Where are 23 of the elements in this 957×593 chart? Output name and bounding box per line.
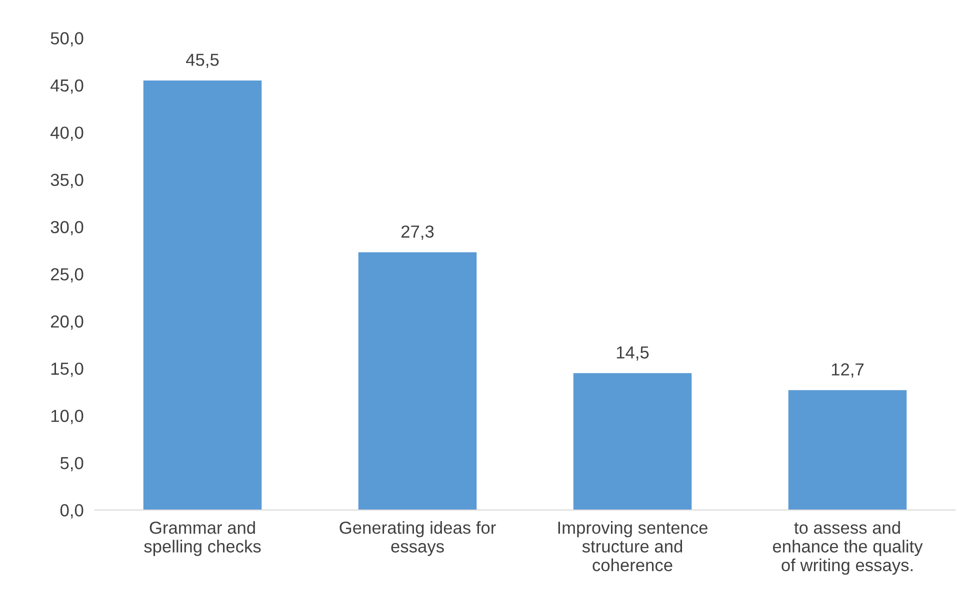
data-label: 12,7 <box>832 363 864 378</box>
bar <box>573 373 692 510</box>
y-tick-label: 0,0 <box>60 504 84 519</box>
x-tick-label: Grammar and spelling checks <box>144 521 261 556</box>
x-tick-label: to assess and enhance the quality of writing essays. <box>772 521 923 575</box>
bar <box>358 252 477 510</box>
y-tick-label: 45,0 <box>50 79 84 94</box>
data-label: 45,5 <box>186 54 219 68</box>
bar <box>788 390 907 510</box>
x-tick-label: Improving sentence structure and coherence <box>558 521 708 572</box>
data-label: 14,5 <box>616 346 649 361</box>
y-tick-label: 20,0 <box>50 315 84 330</box>
x-tick-label: Generating ideas for essays <box>340 521 496 556</box>
y-tick-label: 15,0 <box>51 362 84 377</box>
data-label: 27,3 <box>401 225 434 240</box>
y-tick-label: 35,0 <box>50 174 84 188</box>
y-tick-label: 30,0 <box>50 220 84 236</box>
y-tick-label: 10,0 <box>51 410 84 424</box>
y-tick-label: 25,0 <box>50 268 84 283</box>
y-tick-label: 50,0 <box>50 32 84 47</box>
y-tick-label: 5,0 <box>60 456 84 472</box>
bar <box>143 80 262 510</box>
y-tick-label: 40,0 <box>50 126 84 141</box>
